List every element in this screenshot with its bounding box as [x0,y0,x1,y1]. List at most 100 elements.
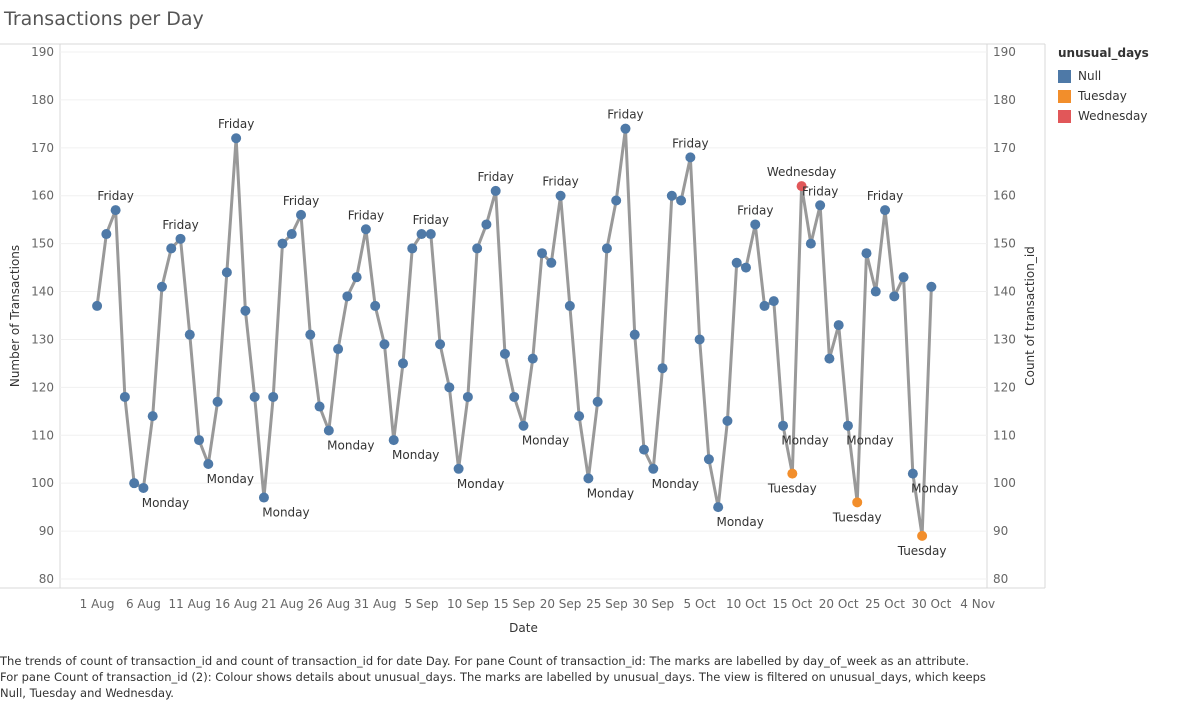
data-label: Tuesday [767,482,817,496]
y2-axis-title: Count of transaction_id [1023,246,1037,386]
legend-item-wednesday[interactable]: Wednesday [1058,106,1149,126]
y2-tick-label: 170 [993,141,1016,155]
x-tick-label: 20 Sep [540,597,582,611]
data-point [861,248,872,259]
y-tick-label: 130 [31,332,54,346]
data-point [629,329,640,340]
y2-tick-label: 140 [993,285,1016,299]
data-point [416,229,427,240]
data-point [750,219,761,230]
chart-caption: The trends of count of transaction_id an… [0,654,986,700]
data-point [685,152,696,163]
data-point [397,358,408,369]
x-tick-label: 26 Aug [308,597,351,611]
data-label: Monday [587,486,634,500]
data-point [481,219,492,230]
data-point [360,224,371,235]
data-point [657,363,668,374]
x-tick-label: 5 Sep [404,597,438,611]
x-tick-label: 20 Oct [819,597,859,611]
data-label: Friday [218,117,254,131]
data-label: Friday [348,208,384,222]
data-point [546,257,557,268]
data-point [370,300,381,311]
data-label: Monday [457,477,504,491]
data-point [601,243,612,254]
data-point [221,267,232,278]
data-point [435,339,446,350]
data-point [314,401,325,412]
y-tick-label: 120 [31,380,54,394]
data-point [907,468,918,479]
line-chart: 80 80 90 90 100 100 110 110 120 120 130 130 140 140 15… [0,43,1046,635]
x-tick-label: 4 Nov [960,597,995,611]
data-label: Tuesday [832,510,882,524]
x-tick-label: 1 Aug [80,597,115,611]
data-point [166,243,177,254]
legend-item-tuesday[interactable]: Tuesday [1058,86,1149,106]
data-label: Monday [522,434,569,448]
data-point [184,329,195,340]
x-tick-label: 31 Aug [354,597,397,611]
y2-tick-label: 90 [993,524,1008,538]
data-point [351,272,362,283]
data-point [926,281,937,292]
data-label: Monday [781,434,828,448]
data-point [824,353,835,364]
data-point [156,281,167,292]
x-tick-label: 16 Aug [215,597,258,611]
data-point [518,420,529,431]
data-point [296,209,307,220]
legend: unusual_days Null Tuesday Wednesday [1058,46,1149,126]
y2-tick-label: 190 [993,45,1016,59]
data-point [147,411,158,422]
x-tick-label: 10 Sep [447,597,489,611]
data-point [592,396,603,407]
data-point [778,420,789,431]
data-point [277,238,288,249]
data-point [379,339,390,350]
legend-swatch-wednesday [1058,109,1071,123]
data-point [833,320,844,331]
data-label: Friday [672,136,708,150]
legend-item-null[interactable]: Null [1058,66,1149,86]
data-label: Friday [867,189,903,203]
data-point [194,435,205,446]
data-label: Monday [392,448,439,462]
data-point [815,200,826,211]
y-tick-label: 80 [39,572,54,586]
data-point [870,286,881,297]
data-point [305,329,316,340]
data-point [676,195,687,206]
data-point [240,305,251,316]
chart-title: Transactions per Day [4,8,204,30]
y-tick-label: 160 [31,189,54,203]
y2-tick-label: 100 [993,476,1016,490]
data-point [138,482,149,493]
data-point [203,459,214,470]
x-tick-label: 10 Oct [726,597,766,611]
y-tick-label: 100 [31,476,54,490]
x-tick-label: 30 Sep [632,597,674,611]
data-point [731,257,742,268]
data-point [722,415,733,426]
data-point [509,391,520,402]
data-point [129,478,140,489]
x-tick-label: 25 Sep [586,597,628,611]
data-point [574,411,585,422]
data-label: Friday [283,194,319,208]
data-point [713,502,724,513]
x-tick-label: 25 Oct [865,597,905,611]
data-point [787,468,798,479]
data-label: Wednesday [767,165,836,179]
y-tick-label: 110 [31,428,54,442]
data-point [898,272,909,283]
y-tick-label: 140 [31,285,54,299]
data-point [639,444,650,455]
data-label: Monday [142,496,189,510]
data-point [611,195,622,206]
x-tick-label: 11 Aug [169,597,212,611]
data-point [648,463,659,474]
data-point [917,530,928,541]
data-point [212,396,223,407]
